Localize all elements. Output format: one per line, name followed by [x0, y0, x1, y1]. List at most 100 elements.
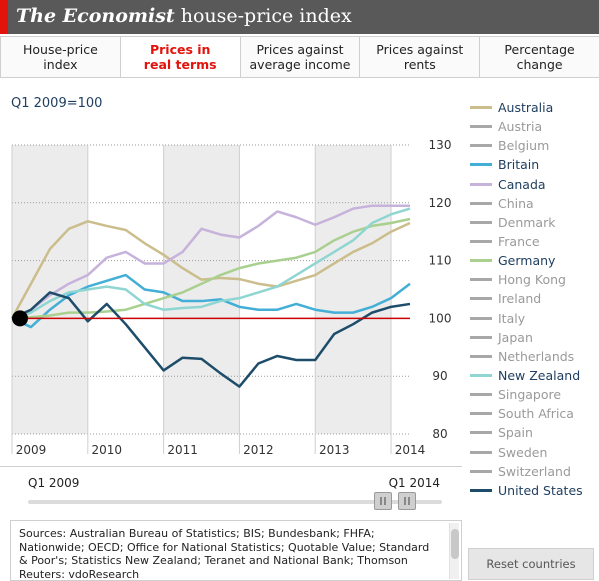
legend-label: Australia — [498, 100, 554, 116]
legend-label: Belgium — [498, 138, 550, 154]
legend-item-austria[interactable]: Austria — [470, 117, 598, 136]
legend-label: Netherlands — [498, 348, 575, 364]
legend-swatch — [470, 259, 492, 263]
slider-end-label: Q1 2014 — [388, 476, 440, 490]
legend-label: South Africa — [498, 406, 574, 422]
legend-item-japan[interactable]: Japan — [470, 328, 598, 347]
legend-item-germany[interactable]: Germany — [470, 251, 598, 270]
legend-swatch — [470, 220, 492, 224]
legend-label: United States — [498, 482, 583, 498]
y-tick-label: 120 — [429, 196, 452, 210]
y-tick-label: 110 — [429, 254, 452, 268]
slider-start-label: Q1 2009 — [28, 476, 80, 490]
sources-box: Sources: Australian Bureau of Statistics… — [10, 520, 462, 581]
x-tick-label: 2012 — [243, 443, 274, 457]
chart-subtitle: Q1 2009=100 — [11, 96, 103, 111]
tab-house-price-index[interactable]: House-price index — [0, 36, 121, 77]
y-tick-label: 100 — [429, 311, 452, 325]
tab-prices-in-real-terms[interactable]: Prices in real terms — [119, 36, 241, 77]
x-tick-label: 2013 — [319, 443, 350, 457]
title-rest: house-price index — [174, 5, 352, 27]
header-bar: The Economist house-price index — [0, 0, 599, 34]
legend-swatch — [470, 182, 492, 186]
legend-item-china[interactable]: China — [470, 194, 598, 213]
tab-prices-against-rents[interactable]: Prices against rents — [359, 36, 481, 77]
legend-item-new-zealand[interactable]: New Zealand — [470, 366, 598, 385]
tab-percentage-change[interactable]: Percentage change — [479, 36, 599, 77]
legend-item-singapore[interactable]: Singapore — [470, 385, 598, 404]
sources-scrollbar[interactable] — [449, 523, 459, 579]
series-line-germany[interactable] — [11, 217, 411, 320]
x-tick-label: 2014 — [395, 443, 426, 457]
baseline-marker[interactable] — [12, 310, 28, 327]
legend-swatch — [470, 488, 492, 492]
series-line-new-zealand[interactable] — [11, 207, 411, 320]
legend-item-netherlands[interactable]: Netherlands — [470, 347, 598, 366]
y-tick-label: 130 — [429, 138, 452, 152]
slider-handle-start[interactable] — [374, 492, 392, 510]
sources-text: Sources: Australian Bureau of Statistics… — [19, 527, 430, 581]
slider-handle-end[interactable] — [398, 492, 416, 510]
x-tick-label: 2010 — [92, 443, 123, 457]
legend-label: New Zealand — [498, 368, 581, 384]
legend-item-britain[interactable]: Britain — [470, 155, 598, 174]
legend-swatch — [470, 316, 492, 320]
y-tick-label: 90 — [432, 369, 447, 383]
legend-label: Canada — [498, 176, 546, 192]
legend-label: China — [498, 195, 534, 211]
date-range-slider: Q1 2009 Q1 2014 — [18, 470, 448, 514]
legend-item-hong-kong[interactable]: Hong Kong — [470, 270, 598, 289]
reset-countries-button[interactable]: Reset countries — [468, 548, 594, 580]
slider-divider — [0, 466, 462, 467]
legend-item-canada[interactable]: Canada — [470, 175, 598, 194]
legend-item-spain[interactable]: Spain — [470, 423, 598, 442]
legend-label: Singapore — [498, 387, 562, 403]
page-title: The Economist house-price index — [16, 5, 352, 27]
legend-item-australia[interactable]: Australia — [470, 98, 598, 117]
legend-label: Japan — [498, 329, 533, 345]
legend-swatch — [470, 106, 492, 110]
x-tick-label: 2009 — [16, 443, 47, 457]
y-tick-label: 80 — [432, 427, 447, 441]
scrollbar-thumb[interactable] — [451, 529, 459, 559]
title-brand: The Economist — [16, 5, 175, 27]
legend-swatch — [470, 297, 492, 301]
legend-swatch — [470, 240, 492, 244]
legend-label: France — [498, 234, 540, 250]
legend-swatch — [470, 393, 492, 397]
legend-item-ireland[interactable]: Ireland — [470, 289, 598, 308]
legend-label: Austria — [498, 119, 543, 135]
series-line-united-states[interactable] — [11, 291, 411, 388]
legend-item-sweden[interactable]: Sweden — [470, 443, 598, 462]
legend-swatch — [470, 374, 492, 378]
legend-item-france[interactable]: France — [470, 232, 598, 251]
legend-item-switzerland[interactable]: Switzerland — [470, 462, 598, 481]
legend-swatch — [470, 163, 492, 167]
legend-label: Ireland — [498, 291, 542, 307]
legend-swatch — [470, 125, 492, 129]
year-band-2009 — [12, 145, 88, 434]
legend-item-south-africa[interactable]: South Africa — [470, 404, 598, 423]
legend-item-denmark[interactable]: Denmark — [470, 213, 598, 232]
legend-swatch — [470, 278, 492, 282]
legend-swatch — [470, 431, 492, 435]
legend-item-united-states[interactable]: United States — [470, 481, 598, 500]
slider-track[interactable] — [28, 500, 442, 504]
legend-label: Italy — [498, 310, 526, 326]
tab-bar: House-price index Prices in real terms P… — [0, 36, 599, 78]
year-band-2013 — [315, 145, 392, 434]
legend-swatch — [470, 412, 492, 416]
brand-accent-bar — [0, 0, 8, 34]
legend-label: Britain — [498, 157, 540, 173]
legend-item-italy[interactable]: Italy — [470, 309, 598, 328]
legend-swatch — [470, 144, 492, 148]
legend-label: Sweden — [498, 444, 548, 460]
series-line-canada[interactable] — [11, 204, 410, 320]
legend-label: Denmark — [498, 214, 556, 230]
tab-prices-against-average-income[interactable]: Prices against average income — [239, 36, 361, 77]
legend-swatch — [470, 335, 492, 339]
legend-label: Switzerland — [498, 463, 571, 479]
line-chart: 80 90 100 110 120 130 2009 2010 2011 2012 2013 2014 — [10, 138, 452, 457]
legend-item-belgium[interactable]: Belgium — [470, 136, 598, 155]
legend-label: Hong Kong — [498, 272, 566, 288]
